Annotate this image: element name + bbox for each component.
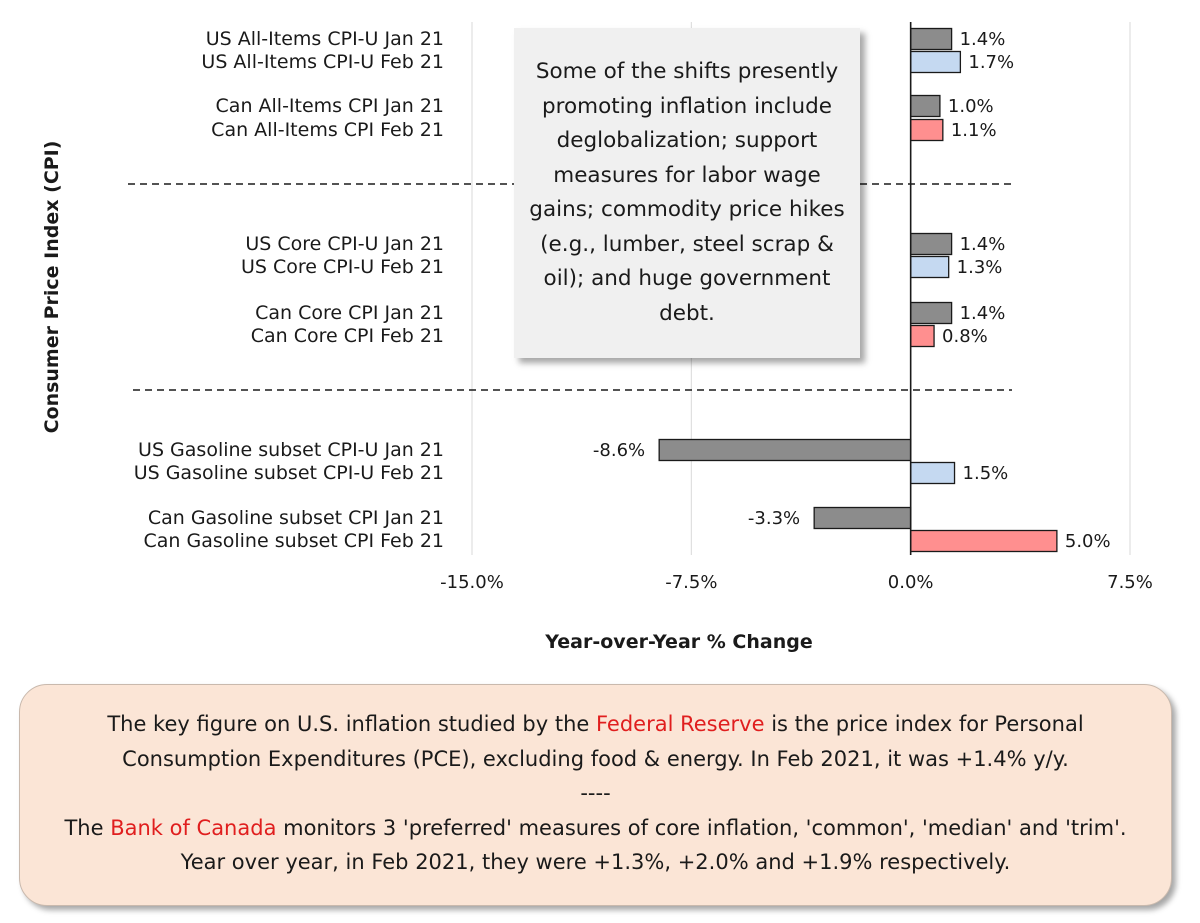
chart-bars <box>658 27 1058 553</box>
value-label-9: 1.5% <box>963 463 1009 484</box>
x-tick-0: -15.0% <box>440 572 504 593</box>
x-tick-3: 7.5% <box>1107 572 1153 593</box>
y-axis-title: Consumer Price Index (CPI) <box>41 141 63 434</box>
note-boc-text-b: monitors 3 'preferred' measures of core … <box>180 815 1127 875</box>
bar-6 <box>910 301 953 325</box>
value-label-0: 1.4% <box>960 29 1006 50</box>
note-separator: ---- <box>580 781 611 805</box>
category-label-7: Can Core CPI Feb 21 <box>251 325 444 347</box>
bar-4 <box>910 232 953 256</box>
value-label-8: -8.6% <box>593 440 645 461</box>
category-label-6: Can Core CPI Jan 21 <box>255 302 444 324</box>
category-label-8: US Gasoline subset CPI-U Jan 21 <box>138 439 444 461</box>
bar-11 <box>910 529 1058 553</box>
value-label-11: 5.0% <box>1065 531 1111 552</box>
note-paragraph-boc: The Bank of Canada monitors 3 'preferred… <box>44 811 1147 880</box>
value-label-10: -3.3% <box>748 508 800 529</box>
value-label-6: 1.4% <box>960 303 1006 324</box>
note-fed-text-a: The key figure on U.S. inflation studied… <box>107 712 596 736</box>
bar-10 <box>813 506 912 530</box>
note-paragraph-fed: The key figure on U.S. inflation studied… <box>44 707 1147 776</box>
inflation-note: The key figure on U.S. inflation studied… <box>19 684 1172 906</box>
category-label-3: Can All-Items CPI Feb 21 <box>211 119 444 141</box>
category-label-4: US Core CPI-U Jan 21 <box>245 233 444 255</box>
category-label-5: US Core CPI-U Feb 21 <box>241 256 444 278</box>
bar-9 <box>910 461 956 485</box>
value-label-7: 0.8% <box>942 326 988 347</box>
category-label-2: Can All-Items CPI Jan 21 <box>216 95 444 117</box>
value-label-2: 1.0% <box>948 96 994 117</box>
note-boc-text-a: The <box>64 815 111 840</box>
category-label-10: Can Gasoline subset CPI Jan 21 <box>148 507 444 529</box>
bar-1 <box>910 50 962 74</box>
x-tick-1: -7.5% <box>665 572 717 593</box>
value-label-4: 1.4% <box>960 234 1006 255</box>
bar-5 <box>910 255 950 279</box>
x-tick-labels: -15.0% -7.5% 0.0% 7.5% <box>440 572 1153 593</box>
x-axis-title: Year-over-Year % Change <box>544 631 812 653</box>
value-label-5: 1.3% <box>957 257 1003 278</box>
value-label-3: 1.1% <box>951 120 997 141</box>
category-label-11: Can Gasoline subset CPI Feb 21 <box>143 530 444 552</box>
bar-3 <box>910 118 944 142</box>
category-label-9: US Gasoline subset CPI-U Feb 21 <box>134 462 444 484</box>
bar-8 <box>658 438 912 462</box>
value-label-1: 1.7% <box>968 52 1014 73</box>
bar-7 <box>910 324 935 348</box>
value-labels: 1.4%1.7%1.0%1.1%1.4%1.3%1.4%0.8%-8.6%1.5… <box>593 29 1111 552</box>
x-tick-2: 0.0% <box>888 572 934 593</box>
category-label-1: US All-Items CPI-U Feb 21 <box>201 51 444 73</box>
federal-reserve-highlight: Federal Reserve <box>595 712 765 736</box>
callout-text: Some of the shifts presently promoting i… <box>529 59 845 326</box>
category-label-0: US All-Items CPI-U Jan 21 <box>206 28 444 50</box>
bar-2 <box>910 94 941 118</box>
note-fed-text-b: is the price index for Personal Consumpt… <box>122 712 1084 771</box>
callout-box: Some of the shifts presently promoting i… <box>514 28 860 358</box>
bank-of-canada-highlight: Bank of Canada <box>110 815 277 840</box>
bar-0 <box>910 27 953 51</box>
